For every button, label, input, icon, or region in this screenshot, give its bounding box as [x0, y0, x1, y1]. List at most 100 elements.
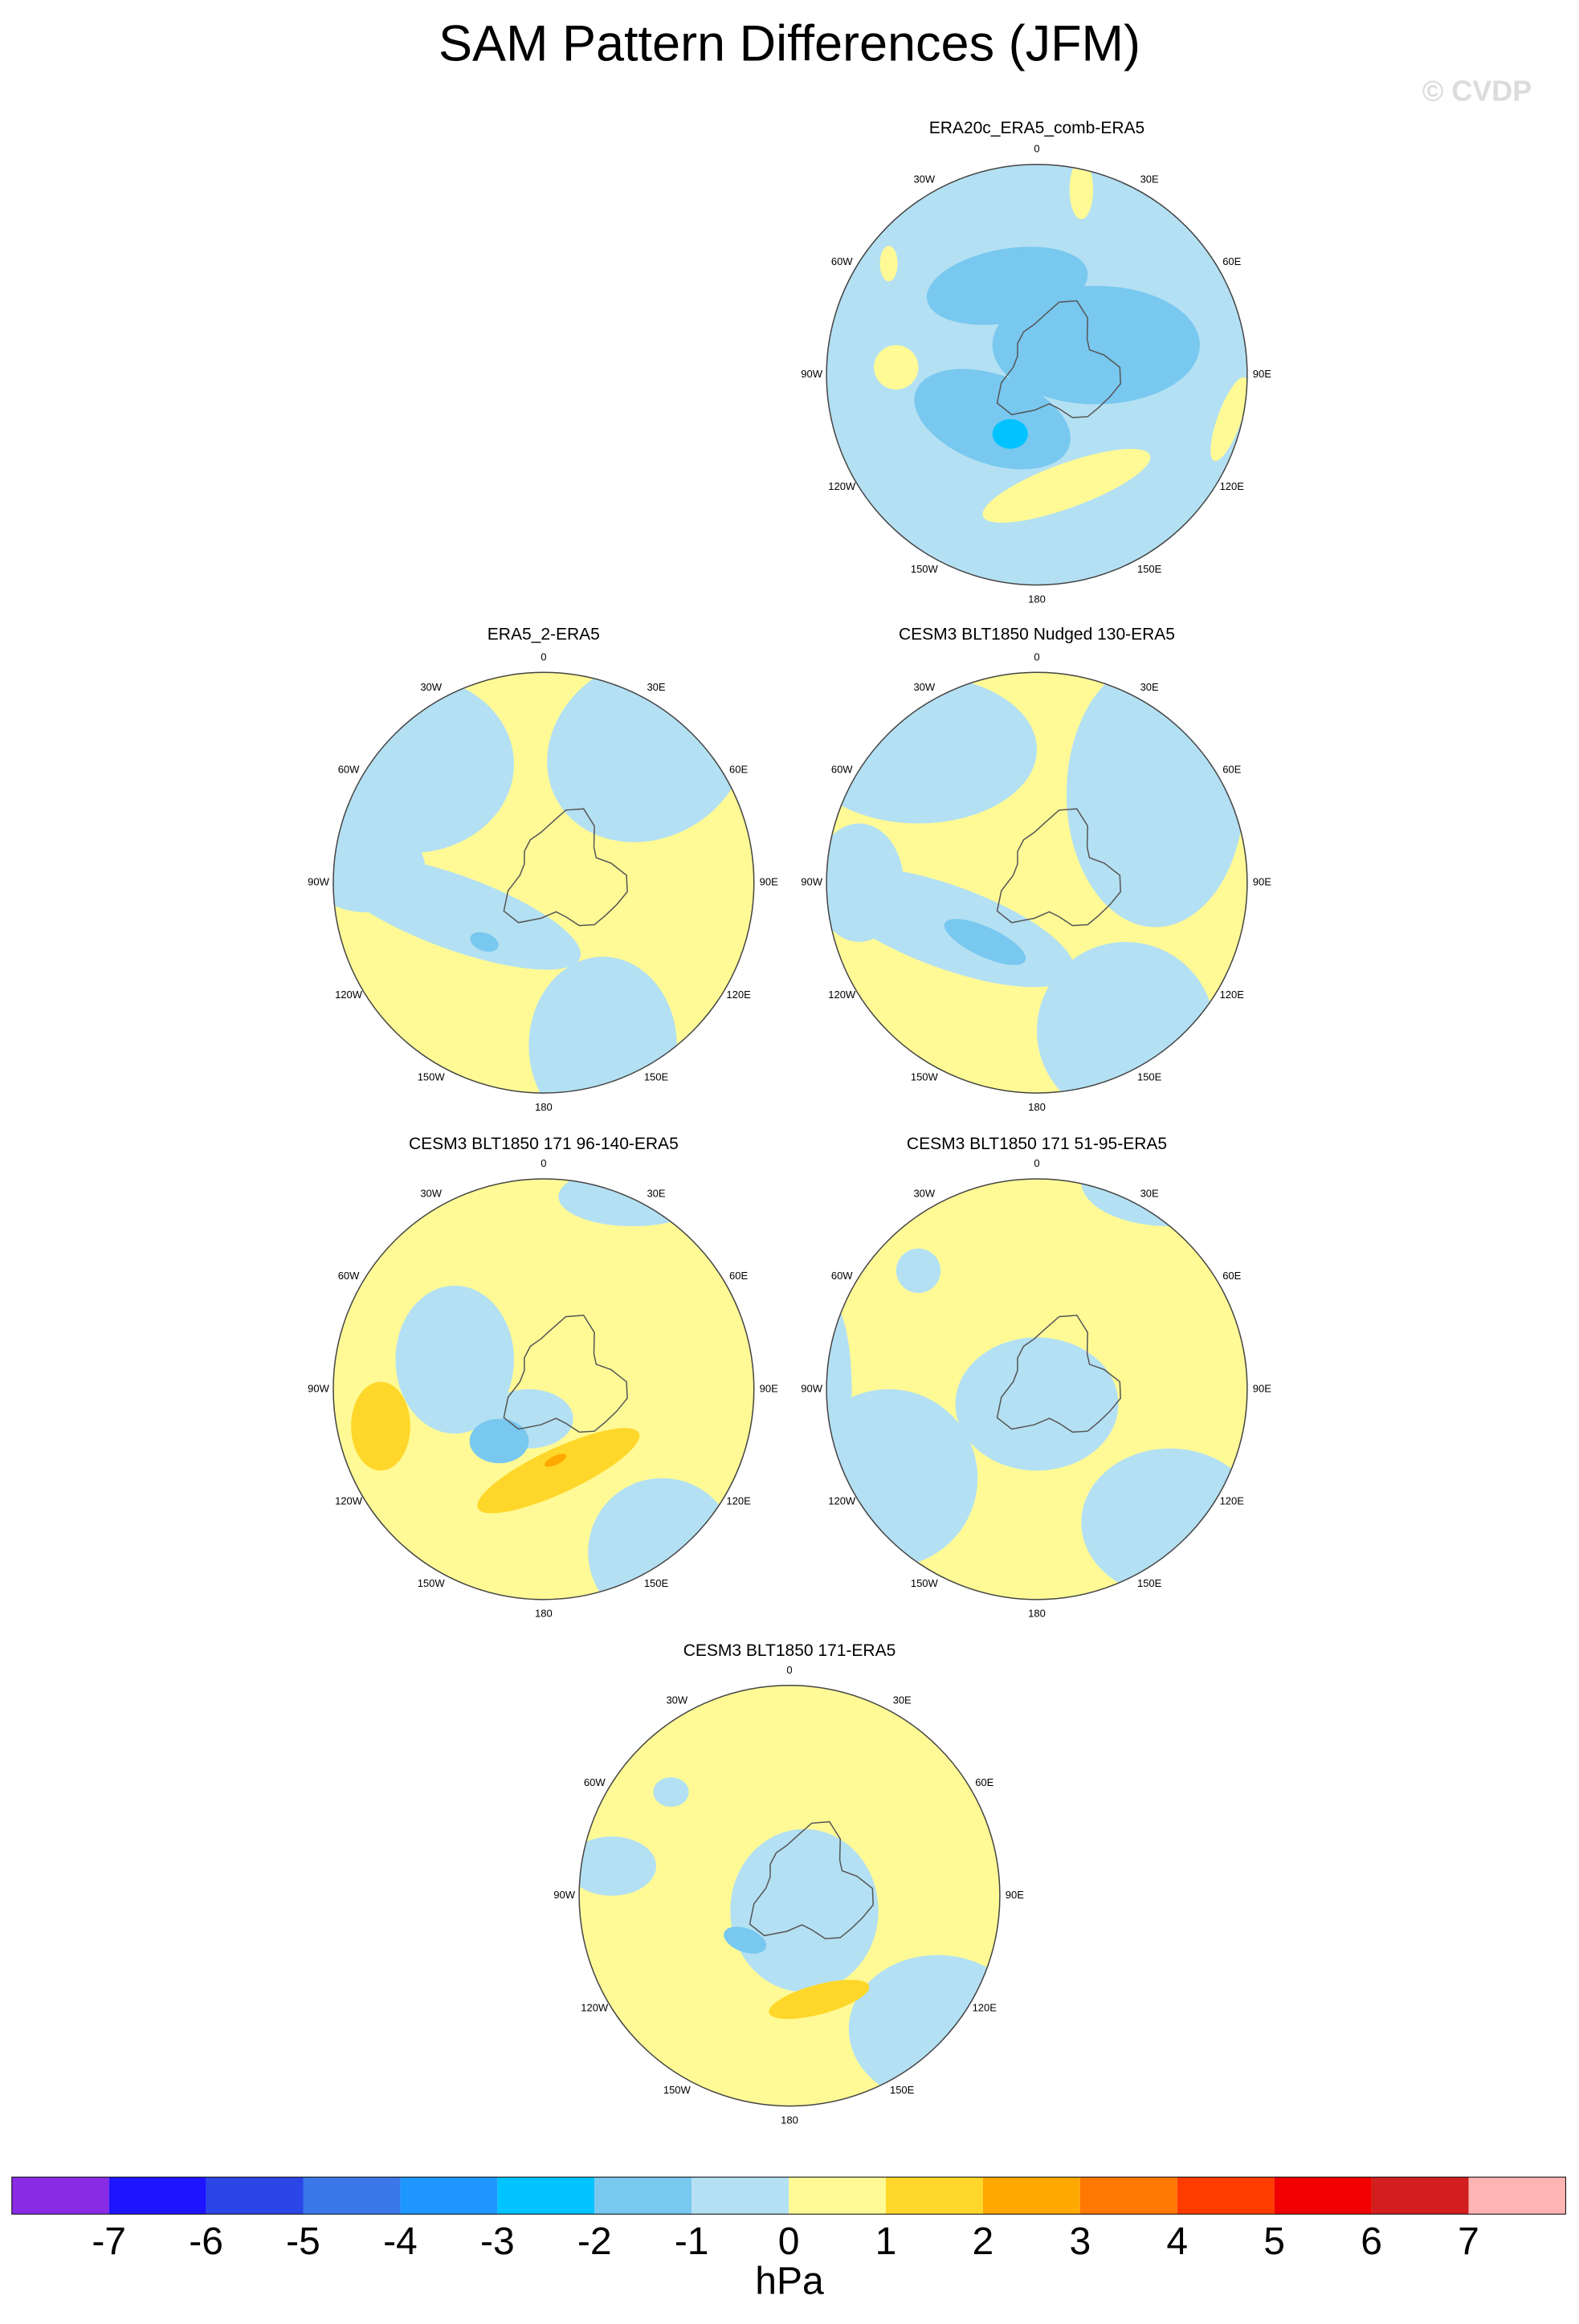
colorbar-tick-label: 6	[1361, 2220, 1382, 2263]
lon-label: 30E	[1140, 681, 1159, 693]
lon-label: 180	[1028, 593, 1046, 605]
lon-label: 120E	[973, 2001, 998, 2013]
lon-label: 30E	[893, 1694, 912, 1706]
coastline	[503, 808, 628, 927]
lon-label: 120W	[828, 989, 856, 1001]
colorbar-tick-label: 0	[778, 2220, 800, 2263]
lon-label: 120W	[581, 2001, 609, 2013]
lon-label: 90E	[760, 1382, 778, 1394]
lon-label: 120W	[335, 1495, 363, 1507]
colorbar-box	[594, 2177, 692, 2215]
colorbar-box	[692, 2177, 790, 2215]
lon-label: 150W	[418, 1070, 446, 1082]
contour-region	[545, 1454, 567, 1467]
contour-region	[944, 919, 1026, 965]
panel-title: CESM3 BLT1850 171-ERA5	[683, 1641, 896, 1660]
map	[826, 1179, 1247, 1600]
map	[333, 1179, 754, 1600]
lon-label: 30E	[1140, 1188, 1159, 1200]
contour-region	[558, 1179, 707, 1227]
colorbar-tick-label: -5	[286, 2220, 320, 2263]
lon-label: 120E	[1220, 1495, 1245, 1507]
lon-label: 150W	[663, 2084, 692, 2096]
contour-region	[477, 1428, 640, 1514]
lon-label: 60W	[831, 763, 853, 775]
panel-title: ERA5_2-ERA5	[488, 626, 600, 644]
colorbar-box	[1177, 2177, 1275, 2215]
lon-label: 180	[535, 1608, 553, 1620]
lon-label: 30W	[666, 1694, 687, 1706]
lon-label: 30W	[913, 1188, 935, 1200]
lon-label: 90W	[801, 1382, 822, 1394]
lon-label: 60E	[1222, 255, 1241, 267]
lon-label: 90W	[553, 1889, 575, 1901]
lon-label: 150W	[911, 1070, 939, 1082]
panel-title: CESM3 BLT1850 171 51-95-ERA5	[907, 1135, 1167, 1153]
lon-label: 90E	[1253, 876, 1271, 888]
contour-region	[879, 246, 898, 282]
colorbar-box	[303, 2177, 401, 2215]
panel-title: CESM3 BLT1850 171 96-140-ERA5	[409, 1135, 679, 1153]
lon-label: 60E	[1222, 1270, 1241, 1282]
map-border	[826, 163, 1248, 586]
colorbar-tick-label: 1	[875, 2220, 897, 2263]
lon-label: 60E	[729, 763, 748, 775]
colorbar-tick-label: -4	[383, 2220, 418, 2263]
colorbar-box	[885, 2177, 983, 2215]
colorbar-box	[108, 2177, 206, 2215]
contour-region	[579, 1836, 657, 1896]
map-border	[826, 1178, 1248, 1600]
coastline	[996, 1315, 1121, 1433]
lon-label: 90E	[1253, 368, 1271, 380]
map	[579, 1685, 1000, 2106]
lon-label: 30W	[420, 1188, 442, 1200]
lon-label: 120E	[726, 989, 751, 1001]
contour-region	[351, 1381, 410, 1471]
colorbar-box	[1371, 2177, 1469, 2215]
colorbar-tick-label: -1	[675, 2220, 709, 2263]
lon-label: 120E	[726, 1495, 751, 1507]
map	[826, 164, 1247, 585]
lon-label: 0	[1034, 1157, 1039, 1169]
lon-label: 30W	[913, 173, 935, 185]
lon-label: 60W	[831, 255, 853, 267]
coastline	[503, 1315, 628, 1433]
colorbar-box	[400, 2177, 498, 2215]
lon-label: 150W	[911, 1577, 939, 1589]
lon-label: 90W	[801, 368, 822, 380]
coastline	[749, 1820, 874, 1939]
colorbar-tick-label: 7	[1458, 2220, 1479, 2263]
lon-label: 120W	[828, 480, 856, 492]
lon-label: 30W	[420, 681, 442, 693]
contour-region	[769, 1979, 870, 2020]
lon-label: 180	[1028, 1101, 1046, 1113]
panel-title: ERA20c_ERA5_comb-ERA5	[929, 119, 1144, 137]
contour-region	[1069, 164, 1094, 219]
contour-region	[724, 1926, 767, 1954]
contour-region	[469, 1418, 529, 1464]
colorbar-tick-label: -6	[189, 2220, 223, 2263]
lon-label: 60W	[338, 1270, 360, 1282]
colorbar-box	[982, 2177, 1080, 2215]
colorbar-tick-label: 4	[1166, 2220, 1188, 2263]
colorbar-box	[11, 2177, 109, 2215]
lon-label: 30W	[913, 681, 935, 693]
contour-region	[1036, 941, 1215, 1094]
figure-title: SAM Pattern Differences (JFM)	[439, 16, 1140, 72]
contour-region	[826, 1388, 978, 1568]
lon-label: 150E	[890, 2084, 915, 2096]
lon-label: 0	[786, 1664, 792, 1676]
lon-label: 150E	[1137, 563, 1162, 575]
map-border	[826, 671, 1248, 1094]
lon-label: 90E	[1006, 1889, 1024, 1901]
contour-region	[896, 1248, 941, 1294]
lon-label: 150W	[911, 563, 939, 575]
lon-label: 180	[781, 2114, 798, 2126]
contour-region	[826, 1300, 852, 1478]
lon-label: 90W	[801, 876, 822, 888]
lon-label: 90W	[308, 1382, 329, 1394]
coastline	[996, 300, 1121, 418]
map-border	[578, 1685, 1001, 2107]
lon-label: 0	[541, 1157, 546, 1169]
